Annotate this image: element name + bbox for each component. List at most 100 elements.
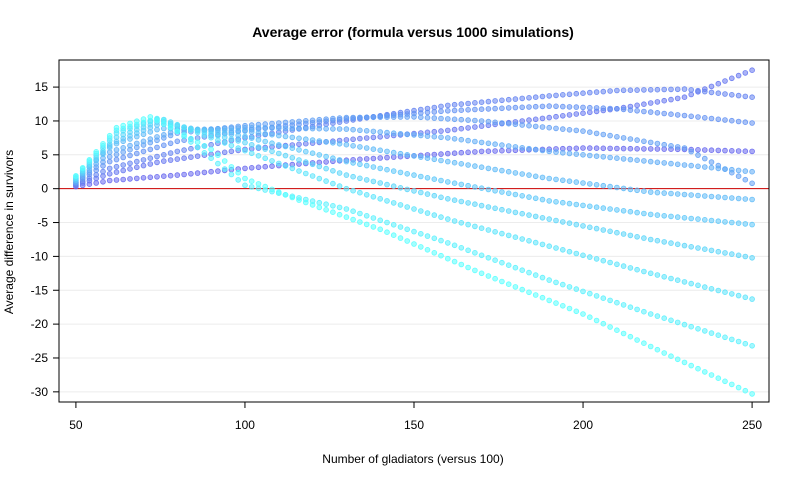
data-point [485, 227, 492, 233]
data-point [661, 160, 667, 166]
data-point [532, 173, 539, 180]
data-point [255, 125, 262, 131]
data-point [134, 164, 140, 171]
data-point [546, 103, 552, 109]
data-point [708, 83, 715, 90]
data-point [728, 117, 735, 124]
data-point [458, 136, 465, 143]
data-point [330, 140, 336, 146]
data-point [106, 171, 113, 177]
data-point [275, 125, 282, 131]
data-point [539, 274, 546, 281]
data-point [100, 168, 106, 175]
data-point [654, 212, 661, 218]
data-point [641, 188, 647, 195]
data-point [384, 129, 390, 136]
x-axis: 50 100 150 200 250 [69, 402, 762, 432]
data-point [316, 199, 323, 206]
data-point [330, 203, 336, 209]
data-point [397, 202, 404, 208]
data-point [248, 165, 255, 171]
data-point [478, 123, 485, 129]
data-point [499, 189, 505, 195]
data-point [593, 293, 600, 299]
data-point [201, 132, 208, 138]
data-point [417, 189, 424, 196]
data-point [465, 107, 471, 113]
data-point [255, 185, 262, 192]
data-point [424, 155, 431, 162]
y-tick-label: -20 [31, 317, 49, 331]
data-point [485, 273, 492, 279]
data-point [695, 325, 701, 332]
data-point [532, 272, 539, 278]
data-point [316, 125, 323, 132]
data-point [505, 96, 512, 103]
data-point [519, 286, 525, 293]
data-point [708, 330, 715, 336]
data-point [573, 201, 580, 208]
data-point [330, 155, 336, 162]
data-point [465, 264, 471, 271]
data-point [668, 317, 674, 324]
data-point [478, 164, 485, 171]
data-point [614, 155, 620, 162]
data-point [478, 270, 485, 277]
data-point [566, 200, 573, 207]
data-point [397, 150, 404, 157]
data-point [668, 240, 674, 246]
data-point [113, 169, 120, 175]
data-point [546, 114, 552, 121]
data-point [532, 116, 539, 123]
data-point [181, 124, 187, 131]
data-point [728, 92, 735, 98]
data-point [593, 89, 600, 95]
data-point [701, 88, 708, 95]
data-point [377, 129, 384, 135]
data-point [411, 114, 417, 120]
data-point [681, 112, 688, 119]
data-point [478, 106, 485, 112]
data-point [559, 199, 566, 206]
data-point [255, 130, 262, 136]
data-point [681, 359, 688, 366]
data-point [728, 148, 735, 154]
data-point [404, 238, 411, 244]
data-point [627, 186, 634, 193]
data-point [553, 176, 559, 183]
data-point [701, 217, 708, 223]
data-point [458, 116, 465, 123]
data-point [390, 130, 397, 137]
data-point [505, 143, 512, 149]
data-point [147, 161, 154, 167]
data-point [614, 299, 620, 306]
data-point [701, 369, 708, 375]
data-point [499, 105, 505, 112]
data-point [661, 97, 667, 104]
data-point [269, 186, 275, 193]
data-point [586, 129, 593, 136]
data-point [302, 199, 309, 206]
data-point [275, 160, 282, 167]
data-point [532, 292, 539, 298]
data-point [735, 220, 742, 227]
data-point [600, 145, 607, 152]
data-point [390, 183, 397, 190]
data-point [681, 86, 688, 92]
data-point [492, 166, 498, 173]
data-point [749, 168, 755, 175]
data-point [546, 175, 552, 182]
data-point [722, 194, 728, 201]
data-point [458, 220, 465, 226]
data-point [620, 145, 627, 152]
data-point [296, 197, 302, 203]
data-point [708, 147, 715, 154]
data-point [627, 208, 634, 215]
data-point [735, 292, 742, 299]
data-point [586, 109, 593, 116]
data-point [120, 162, 126, 168]
data-point [384, 229, 390, 236]
data-point [539, 115, 546, 122]
data-point [147, 136, 154, 142]
data-point [350, 126, 356, 133]
